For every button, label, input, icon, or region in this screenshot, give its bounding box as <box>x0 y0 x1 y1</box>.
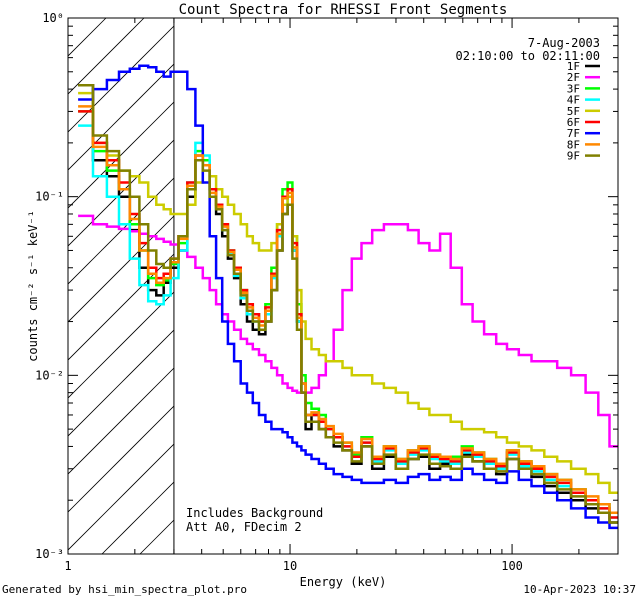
legend-label-1F: 1F <box>567 60 580 73</box>
legend-label-4F: 4F <box>567 94 580 107</box>
y-axis-label: counts cm⁻² s⁻¹ keV⁻¹ <box>26 210 40 362</box>
hatch-line <box>68 18 221 171</box>
series-group <box>78 64 618 530</box>
hatch-line <box>68 18 145 95</box>
series-9F-line <box>78 84 618 524</box>
series-5F-line <box>78 91 618 495</box>
axes-group: 1 10 100 10⁻³ 10⁻² 10⁻¹ 10⁰ <box>35 11 619 573</box>
legend-label-7F: 7F <box>567 127 580 140</box>
footer-generator: Generated by hsi_min_spectra_plot.pro <box>2 583 248 596</box>
annotation-attenuator: Att A0, FDecim 2 <box>186 520 302 534</box>
x-axis-label: Energy (keV) <box>300 575 387 589</box>
date-label: 7-Aug-2003 <box>528 36 600 50</box>
y-tick-label: 10⁰ <box>42 11 64 25</box>
plot-frame <box>67 17 619 555</box>
chart-title: Count Spectra for RHESSI Front Segments <box>179 2 508 18</box>
y-tick-label: 10⁻³ <box>35 547 64 561</box>
legend-label-9F: 9F <box>567 150 580 163</box>
legend-label-3F: 3F <box>567 82 580 95</box>
annotation-background: Includes Background <box>186 506 323 520</box>
series-7F-line <box>78 64 618 530</box>
x-tick-label: 10 <box>283 559 297 573</box>
legend-label-2F: 2F <box>567 71 580 84</box>
x-tick-label: 1 <box>64 559 71 573</box>
x-tick-label: 100 <box>501 559 523 573</box>
time-range-label: 02:10:00 to 02:11:00 <box>456 49 601 63</box>
legend-label-5F: 5F <box>567 105 580 118</box>
legend-label-8F: 8F <box>567 138 580 151</box>
footer-timestamp: 10-Apr-2023 10:37 <box>523 583 636 596</box>
y-tick-label: 10⁻¹ <box>35 190 64 204</box>
y-tick-label: 10⁻² <box>35 368 64 382</box>
hatch-line <box>68 18 259 209</box>
legend-label-6F: 6F <box>567 116 580 129</box>
